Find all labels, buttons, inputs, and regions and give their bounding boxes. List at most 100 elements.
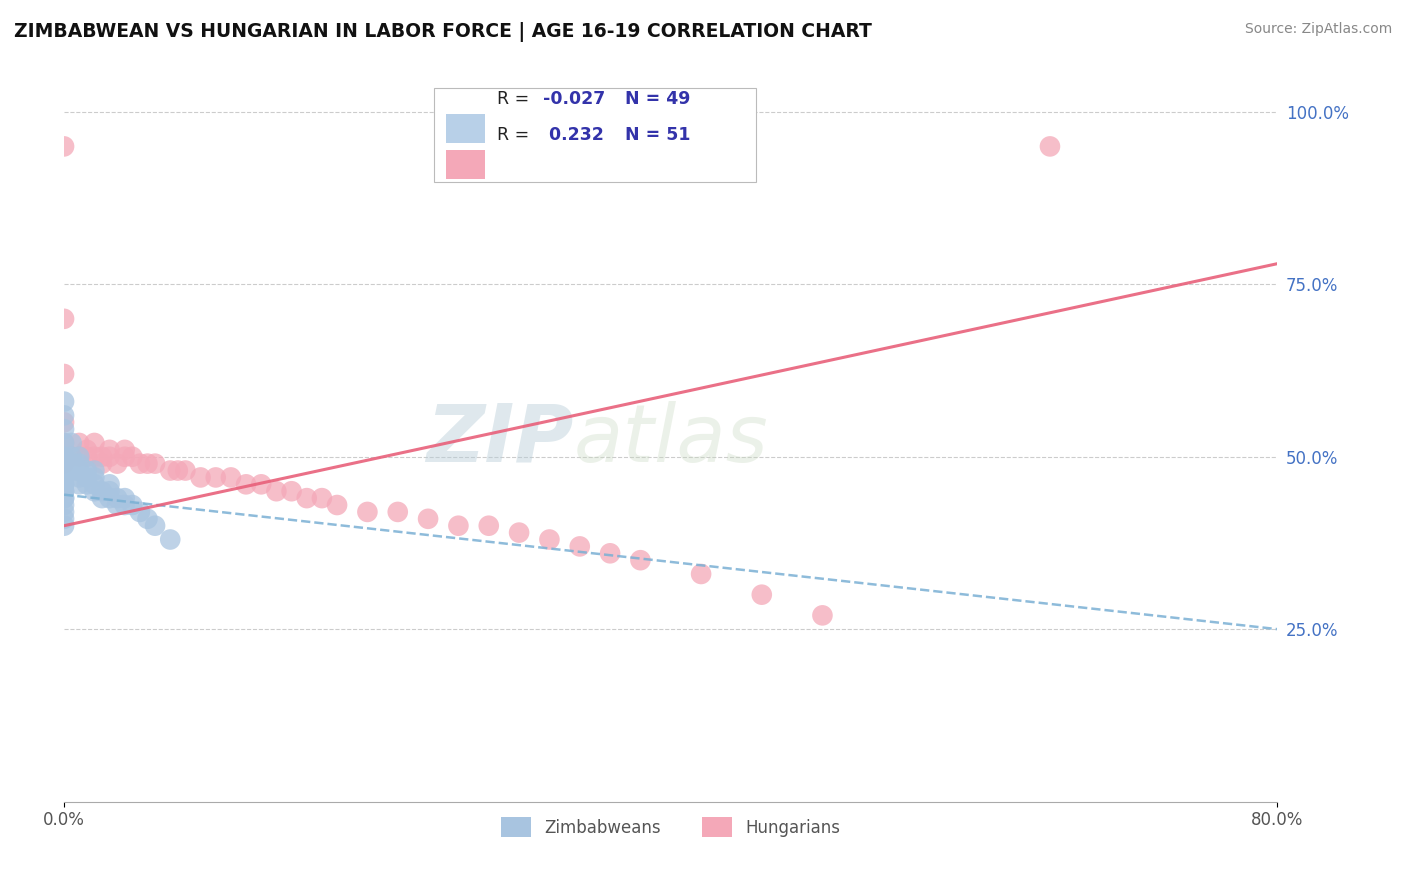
Point — [166, 464, 188, 478]
Point — [114, 491, 136, 505]
Point — [1039, 139, 1062, 153]
Point — [83, 464, 105, 478]
Point — [53, 477, 76, 491]
Point — [53, 442, 76, 457]
Text: atlas: atlas — [574, 401, 769, 478]
Point — [53, 470, 76, 484]
Point — [174, 464, 197, 478]
Point — [105, 491, 128, 505]
Point — [114, 450, 136, 464]
Point — [91, 457, 114, 471]
Point — [98, 442, 121, 457]
Point — [67, 436, 90, 450]
Point — [83, 484, 105, 499]
Point — [67, 450, 90, 464]
Point — [53, 450, 76, 464]
Point — [67, 470, 90, 484]
Point — [538, 533, 561, 547]
Point — [53, 477, 76, 491]
Point — [416, 512, 439, 526]
Point — [751, 588, 773, 602]
Point — [121, 498, 143, 512]
Point — [53, 394, 76, 409]
Point — [478, 518, 501, 533]
Point — [53, 415, 76, 429]
Point — [114, 442, 136, 457]
Point — [76, 464, 98, 478]
Point — [250, 477, 273, 491]
Point — [235, 477, 257, 491]
Point — [159, 533, 181, 547]
Point — [53, 470, 76, 484]
Point — [190, 470, 212, 484]
Point — [53, 498, 76, 512]
Text: R =: R = — [498, 127, 536, 145]
Point — [136, 512, 159, 526]
Point — [98, 491, 121, 505]
Point — [599, 546, 621, 560]
Point — [53, 491, 76, 505]
Point — [53, 436, 76, 450]
Point — [387, 505, 409, 519]
Point — [63, 464, 86, 478]
Point — [295, 491, 318, 505]
Point — [121, 450, 143, 464]
Point — [53, 457, 76, 471]
Point — [76, 470, 98, 484]
Point — [67, 450, 90, 464]
Point — [53, 491, 76, 505]
Text: N = 51: N = 51 — [624, 127, 690, 145]
Text: ZIMBABWEAN VS HUNGARIAN IN LABOR FORCE | AGE 16-19 CORRELATION CHART: ZIMBABWEAN VS HUNGARIAN IN LABOR FORCE |… — [14, 22, 872, 42]
Point — [447, 518, 470, 533]
Text: Source: ZipAtlas.com: Source: ZipAtlas.com — [1244, 22, 1392, 37]
Point — [91, 450, 114, 464]
Point — [67, 477, 90, 491]
Point — [143, 518, 166, 533]
Point — [83, 436, 105, 450]
Point — [53, 484, 76, 499]
Point — [76, 477, 98, 491]
FancyBboxPatch shape — [446, 113, 485, 143]
Text: N = 49: N = 49 — [624, 90, 690, 108]
Point — [326, 498, 349, 512]
Point — [128, 505, 150, 519]
Point — [219, 470, 242, 484]
Point — [83, 450, 105, 464]
Legend: Zimbabweans, Hungarians: Zimbabweans, Hungarians — [494, 810, 848, 844]
Point — [53, 311, 76, 326]
Point — [83, 470, 105, 484]
Text: 0.232: 0.232 — [543, 127, 605, 145]
Point — [280, 484, 302, 499]
Point — [53, 484, 76, 499]
Point — [311, 491, 333, 505]
Point — [91, 484, 114, 499]
Point — [811, 608, 834, 623]
Point — [98, 477, 121, 491]
Point — [98, 484, 121, 499]
Point — [60, 436, 83, 450]
Point — [98, 450, 121, 464]
Point — [76, 442, 98, 457]
Point — [53, 505, 76, 519]
Point — [266, 484, 288, 499]
Point — [105, 498, 128, 512]
Point — [356, 505, 378, 519]
Point — [508, 525, 530, 540]
Point — [136, 457, 159, 471]
Point — [53, 422, 76, 436]
Point — [53, 367, 76, 381]
Point — [630, 553, 652, 567]
Point — [114, 498, 136, 512]
Point — [105, 457, 128, 471]
Point — [204, 470, 226, 484]
Point — [53, 436, 76, 450]
Text: -0.027: -0.027 — [543, 90, 606, 108]
Point — [83, 477, 105, 491]
Text: ZIP: ZIP — [426, 401, 574, 478]
Point — [63, 457, 86, 471]
Point — [67, 464, 90, 478]
Point — [53, 409, 76, 423]
Point — [76, 450, 98, 464]
Point — [568, 540, 591, 554]
Point — [91, 491, 114, 505]
